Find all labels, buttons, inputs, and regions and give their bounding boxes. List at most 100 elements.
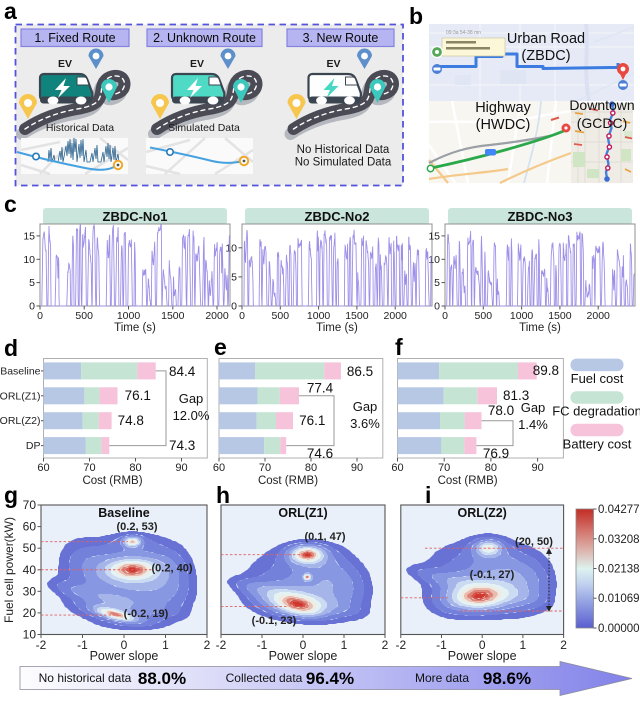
svg-text:0.02138: 0.02138: [598, 564, 640, 576]
svg-text:f: f: [395, 334, 403, 360]
svg-text:70: 70: [83, 462, 95, 474]
svg-text:1: 1: [162, 638, 169, 652]
svg-text:Time (s): Time (s): [316, 322, 358, 334]
svg-text:0: 0: [442, 310, 448, 322]
svg-text:5: 5: [231, 271, 237, 283]
svg-text:c: c: [4, 191, 17, 217]
svg-text:-2: -2: [36, 638, 47, 652]
svg-text:84.4: 84.4: [169, 364, 196, 379]
svg-text:2. Unknown Route: 2. Unknown Route: [153, 31, 256, 45]
svg-text:5: 5: [29, 277, 35, 289]
svg-text:88.0%: 88.0%: [138, 669, 186, 688]
svg-text:Cost (RMB): Cost (RMB): [438, 475, 498, 487]
svg-text:Cost (RMB): Cost (RMB): [258, 475, 318, 487]
svg-text:Urban Road: Urban Road: [507, 31, 585, 47]
svg-text:3. New Route: 3. New Route: [303, 31, 379, 45]
svg-text:Power slope: Power slope: [269, 649, 338, 663]
svg-text:60: 60: [23, 520, 37, 534]
svg-text:No Historical Data: No Historical Data: [297, 144, 390, 156]
svg-text:60: 60: [213, 462, 225, 474]
svg-text:10: 10: [23, 254, 35, 266]
svg-text:86.5: 86.5: [347, 364, 373, 379]
svg-text:Fuel cost: Fuel cost: [571, 371, 624, 386]
svg-text:500: 500: [475, 310, 493, 322]
svg-text:d: d: [4, 335, 18, 361]
svg-text:10: 10: [23, 628, 37, 642]
svg-text:0: 0: [121, 638, 128, 652]
svg-text:EV: EV: [190, 58, 204, 70]
svg-text:1500: 1500: [161, 310, 185, 322]
svg-text:2: 2: [382, 638, 389, 652]
svg-text:EV: EV: [326, 58, 340, 70]
svg-text:Baseline: Baseline: [0, 365, 40, 377]
svg-text:98.6%: 98.6%: [483, 669, 531, 688]
svg-text:-1: -1: [77, 638, 88, 652]
svg-text:(0.1, 47): (0.1, 47): [305, 531, 346, 543]
svg-text:90: 90: [351, 462, 363, 474]
svg-text:15: 15: [428, 230, 440, 242]
svg-text:ORL(Z1): ORL(Z1): [278, 506, 327, 520]
svg-text:70: 70: [23, 498, 37, 512]
svg-text:(GCDC): (GCDC): [577, 115, 628, 131]
svg-text:1: 1: [520, 638, 527, 652]
svg-text:96.4%: 96.4%: [306, 669, 354, 688]
svg-text:1000: 1000: [307, 310, 331, 322]
svg-text:74.3: 74.3: [169, 438, 195, 453]
svg-text:Baseline: Baseline: [98, 506, 149, 520]
svg-text:80: 80: [305, 462, 317, 474]
svg-text:Power slope: Power slope: [90, 649, 159, 663]
svg-text:(ZBDC): (ZBDC): [521, 48, 570, 64]
svg-text:60: 60: [391, 462, 403, 474]
svg-text:15: 15: [23, 230, 35, 242]
svg-text:EV: EV: [58, 58, 72, 70]
svg-text:80: 80: [485, 462, 497, 474]
svg-text:-2: -2: [395, 638, 406, 652]
svg-text:ORL(Z2): ORL(Z2): [0, 415, 41, 427]
svg-text:Highway: Highway: [475, 100, 531, 116]
svg-text:2000: 2000: [205, 310, 229, 322]
svg-text:(20, 50): (20, 50): [515, 536, 553, 548]
svg-text:Collected data: Collected data: [226, 671, 303, 685]
svg-text:Simulated Data: Simulated Data: [168, 122, 240, 134]
svg-text:b: b: [409, 3, 423, 29]
svg-text:77.4: 77.4: [307, 381, 334, 396]
svg-text:(-0.1, 27): (-0.1, 27): [470, 569, 515, 581]
svg-text:e: e: [214, 334, 227, 360]
svg-text:-1: -1: [257, 638, 268, 652]
svg-text:09:3a 54-38 mn: 09:3a 54-38 mn: [446, 30, 481, 36]
svg-text:-2: -2: [216, 638, 227, 652]
svg-text:5: 5: [434, 277, 440, 289]
svg-text:80: 80: [129, 462, 141, 474]
svg-text:(HWDC): (HWDC): [476, 117, 531, 133]
svg-text:0.01069: 0.01069: [598, 593, 640, 605]
svg-text:74.8: 74.8: [118, 413, 144, 428]
svg-text:1: 1: [341, 638, 348, 652]
svg-text:(0.2, 40): (0.2, 40): [152, 563, 193, 575]
svg-text:1500: 1500: [548, 310, 572, 322]
svg-text:90: 90: [531, 462, 543, 474]
svg-text:(0.2, 53): (0.2, 53): [117, 521, 158, 533]
svg-text:500: 500: [75, 310, 93, 322]
svg-text:90: 90: [175, 462, 187, 474]
svg-text:89.8: 89.8: [533, 363, 559, 378]
svg-text:Fuel cell power(kW): Fuel cell power(kW): [2, 517, 16, 623]
svg-text:Time (s): Time (s): [519, 322, 561, 334]
svg-text:10: 10: [225, 242, 237, 254]
svg-text:1500: 1500: [345, 310, 369, 322]
svg-text:1.4%: 1.4%: [518, 417, 548, 432]
svg-text:Downtown: Downtown: [569, 97, 634, 113]
svg-text:Gap: Gap: [179, 391, 204, 406]
svg-text:76.9: 76.9: [483, 446, 509, 461]
svg-text:0: 0: [231, 301, 237, 313]
svg-text:30: 30: [23, 584, 37, 598]
svg-text:(-0.1, 23): (-0.1, 23): [252, 615, 297, 627]
svg-text:2: 2: [204, 638, 211, 652]
svg-text:70: 70: [259, 462, 271, 474]
svg-text:2: 2: [560, 638, 567, 652]
svg-text:2000: 2000: [384, 310, 408, 322]
svg-text:i: i: [425, 482, 431, 508]
svg-text:ZBDC-No2: ZBDC-No2: [305, 209, 370, 224]
svg-text:Gap: Gap: [353, 399, 378, 414]
svg-text:70: 70: [438, 462, 450, 474]
svg-text:76.1: 76.1: [125, 388, 151, 403]
